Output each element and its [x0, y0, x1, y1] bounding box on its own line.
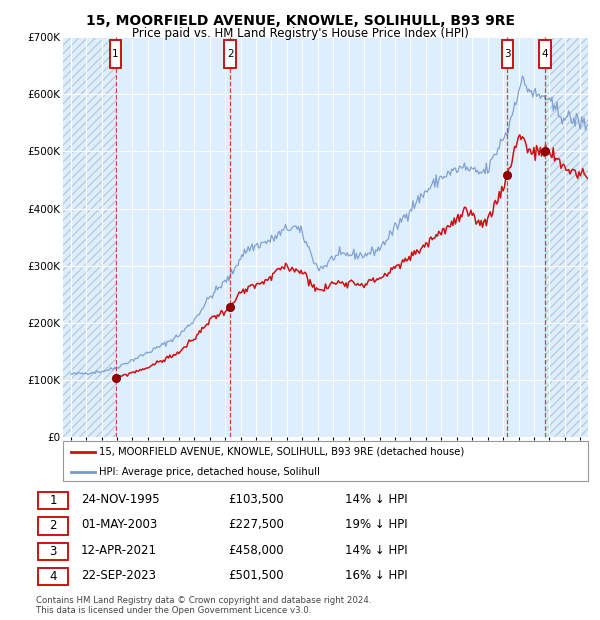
FancyBboxPatch shape: [38, 492, 68, 509]
Text: 12-APR-2021: 12-APR-2021: [81, 544, 157, 557]
Text: 2: 2: [49, 520, 57, 533]
Text: Price paid vs. HM Land Registry's House Price Index (HPI): Price paid vs. HM Land Registry's House …: [131, 27, 469, 40]
Text: 01-MAY-2003: 01-MAY-2003: [81, 518, 157, 531]
FancyBboxPatch shape: [110, 40, 121, 68]
Text: 24-NOV-1995: 24-NOV-1995: [81, 493, 160, 506]
Text: £103,500: £103,500: [228, 493, 284, 506]
Text: 4: 4: [542, 49, 548, 59]
Text: HPI: Average price, detached house, Solihull: HPI: Average price, detached house, Soli…: [98, 466, 320, 477]
Text: 15, MOORFIELD AVENUE, KNOWLE, SOLIHULL, B93 9RE: 15, MOORFIELD AVENUE, KNOWLE, SOLIHULL, …: [86, 14, 515, 29]
Text: Contains HM Land Registry data © Crown copyright and database right 2024.
This d: Contains HM Land Registry data © Crown c…: [36, 596, 371, 615]
Text: 2: 2: [227, 49, 233, 59]
Bar: [63, 37, 116, 437]
Text: 14% ↓ HPI: 14% ↓ HPI: [345, 493, 407, 506]
Text: 19% ↓ HPI: 19% ↓ HPI: [345, 518, 407, 531]
Text: 22-SEP-2023: 22-SEP-2023: [81, 569, 156, 582]
Text: 16% ↓ HPI: 16% ↓ HPI: [345, 569, 407, 582]
FancyBboxPatch shape: [38, 543, 68, 560]
Text: £458,000: £458,000: [228, 544, 284, 557]
FancyBboxPatch shape: [502, 40, 513, 68]
Text: 1: 1: [112, 49, 119, 59]
Text: £501,500: £501,500: [228, 569, 284, 582]
Text: 1: 1: [49, 494, 57, 507]
Text: 15, MOORFIELD AVENUE, KNOWLE, SOLIHULL, B93 9RE (detached house): 15, MOORFIELD AVENUE, KNOWLE, SOLIHULL, …: [98, 447, 464, 457]
FancyBboxPatch shape: [539, 40, 551, 68]
Bar: [63, 37, 116, 437]
FancyBboxPatch shape: [38, 518, 68, 534]
Text: 4: 4: [49, 570, 57, 583]
Text: £227,500: £227,500: [228, 518, 284, 531]
Text: 3: 3: [504, 49, 511, 59]
Bar: [545, 37, 588, 437]
Text: 14% ↓ HPI: 14% ↓ HPI: [345, 544, 407, 557]
FancyBboxPatch shape: [63, 441, 588, 481]
Bar: [545, 37, 588, 437]
Text: 3: 3: [49, 545, 57, 558]
FancyBboxPatch shape: [38, 569, 68, 585]
FancyBboxPatch shape: [224, 40, 236, 68]
